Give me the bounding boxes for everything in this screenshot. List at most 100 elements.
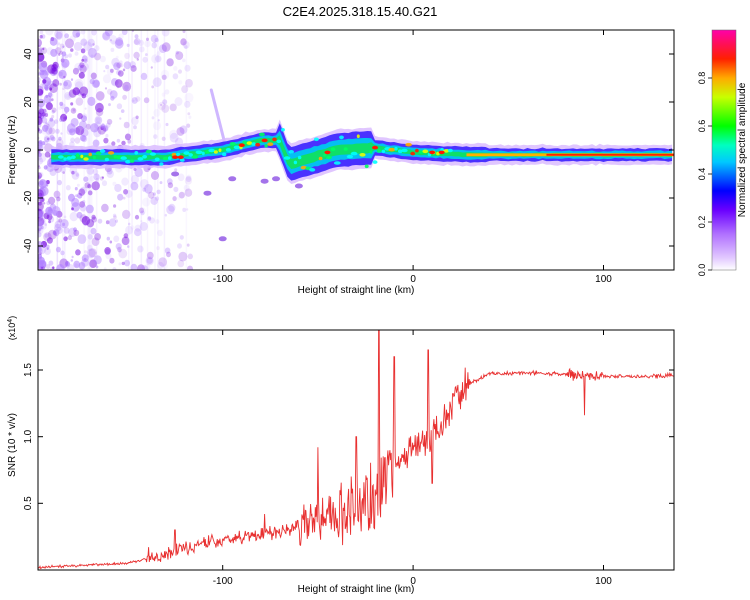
spectrogram-xlabel: Height of straight line (km) <box>298 285 415 296</box>
noise-blob <box>47 80 55 89</box>
noise-blob <box>38 157 44 165</box>
noise-blob <box>46 123 50 128</box>
noise-blob <box>80 48 86 54</box>
ridge-peak <box>88 152 92 157</box>
ridge-peak <box>264 144 268 148</box>
noise-blob <box>79 62 85 68</box>
noise-blob <box>92 168 99 175</box>
noise-blob <box>122 94 127 100</box>
noise-blob <box>60 166 66 174</box>
noise-blob <box>146 37 149 41</box>
noise-blob <box>169 132 179 143</box>
ridge-peak <box>359 153 366 157</box>
ridge-peak <box>318 156 323 161</box>
ridge-peak <box>162 156 169 161</box>
noise-blob <box>93 128 102 138</box>
noise-blob <box>43 133 53 143</box>
ridge-peak <box>83 157 89 161</box>
noise-blob <box>178 251 188 262</box>
snr-series-line <box>38 330 674 570</box>
noise-blob <box>38 44 42 54</box>
noise-blob <box>77 113 83 120</box>
noise-blob <box>133 167 137 171</box>
noise-blob <box>59 50 63 55</box>
colorbar-tick-label: 0.6 <box>697 120 707 133</box>
noise-blob <box>127 245 130 248</box>
noise-blob <box>87 38 95 47</box>
noise-blob <box>81 258 89 267</box>
noise-blob <box>63 236 68 242</box>
noise-blob <box>184 92 194 103</box>
noise-blob <box>185 175 192 182</box>
noise-blob <box>144 184 153 194</box>
noise-blob <box>80 186 87 194</box>
noise-blob <box>44 84 49 90</box>
ridge-peak <box>438 150 445 155</box>
noise-blob <box>56 196 61 202</box>
noise-blob <box>174 168 178 172</box>
noise-blob <box>48 119 56 128</box>
noise-blob <box>272 176 281 182</box>
noise-blob <box>104 248 111 256</box>
noise-blob <box>41 218 46 223</box>
y-tick-label: 1.0 <box>23 429 34 443</box>
noise-blob <box>59 117 64 122</box>
noise-blob <box>78 120 87 130</box>
noise-blob <box>60 250 65 256</box>
ridge-peak <box>154 157 160 162</box>
noise-blob <box>119 63 124 68</box>
ridge-peak <box>372 145 379 150</box>
noise-blob <box>106 236 111 241</box>
ridge-peak <box>410 151 416 156</box>
noise-blob <box>51 109 55 114</box>
noise-blob <box>174 97 183 106</box>
noise-blob <box>42 79 47 84</box>
noise-blob <box>164 89 170 95</box>
noise-blob <box>95 177 100 183</box>
noise-blob <box>101 203 109 213</box>
ridge-peak <box>394 146 398 151</box>
noise-blob <box>46 237 53 244</box>
noise-blob <box>139 179 149 189</box>
ridge-peak <box>229 142 236 146</box>
noise-blob <box>51 98 54 102</box>
noise-blob <box>102 74 112 84</box>
noise-blob <box>79 64 87 74</box>
noise-blob <box>139 221 148 231</box>
ridge-core-red <box>546 153 674 156</box>
noise-blob <box>64 33 69 39</box>
ridge-peak <box>255 142 261 147</box>
ridge-peak <box>183 151 190 155</box>
figure-title: C2E4.2025.318.15.40.G21 <box>283 4 438 19</box>
noise-blob <box>49 83 58 94</box>
noise-blob <box>64 91 72 101</box>
noise-blob <box>156 189 161 195</box>
noise-blob <box>179 125 188 134</box>
noise-blob <box>118 248 122 253</box>
noise-blob <box>90 227 97 235</box>
noise-blob <box>155 196 160 201</box>
noise-blob <box>95 265 99 269</box>
noise-blob <box>130 65 137 72</box>
ridge-peak <box>120 156 127 160</box>
noise-blob <box>87 47 97 58</box>
ridge-peak <box>330 147 336 152</box>
ridge-peak <box>405 142 412 147</box>
noise-blob <box>92 43 95 46</box>
noise-blob <box>166 251 171 258</box>
noise-blob <box>182 58 186 63</box>
noise-blob <box>38 38 42 48</box>
colorbar-tick-label: 0.8 <box>697 72 707 85</box>
noise-blob <box>60 132 63 135</box>
ridge-peak <box>233 145 240 150</box>
ridge-peak <box>179 158 185 162</box>
noise-blob <box>38 209 44 218</box>
noise-blob <box>46 244 50 249</box>
noise-blob <box>60 113 68 122</box>
noise-blob <box>128 222 131 226</box>
noise-blob <box>38 52 45 62</box>
noise-blob <box>54 30 63 39</box>
noise-blob <box>89 78 95 85</box>
ridge-peak <box>323 153 327 157</box>
noise-blob <box>123 61 132 70</box>
